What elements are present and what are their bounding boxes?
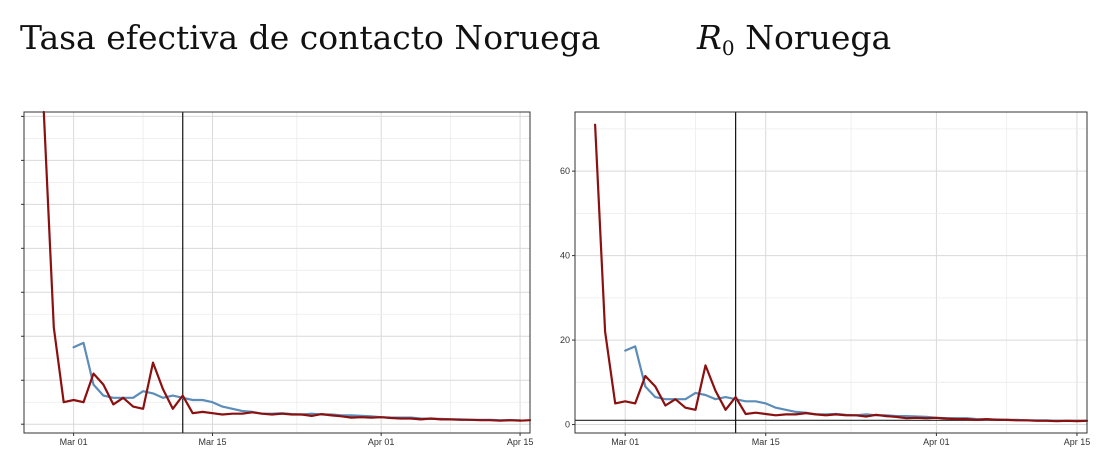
red-series-line-0 [42, 110, 532, 422]
x-tick-label-0-3: Apr 15 [507, 437, 534, 447]
y-tick-label-1-0: 0 [565, 420, 570, 430]
x-tick-label-0-0: Mar 01 [60, 437, 88, 447]
chart-title-right: R0 Noruega [697, 18, 891, 60]
x-tick-label-0-1: Mar 15 [199, 437, 227, 447]
chart-title-left: Tasa efectiva de contacto Noruega [20, 18, 601, 57]
plot-panel-0 [24, 112, 530, 433]
x-tick-label-1-1: Mar 15 [752, 437, 780, 447]
y-tick-label-1-3: 60 [560, 166, 570, 176]
x-tick-label-1-2: Apr 01 [923, 437, 950, 447]
r-symbol: R [697, 18, 722, 57]
panel-border-1 [574, 111, 1088, 434]
panel-border-0 [23, 111, 531, 434]
y-tick-label-1-1: 20 [560, 335, 570, 345]
chart-title-right-rest: Noruega [734, 18, 892, 57]
x-tick-label-0-2: Apr 01 [368, 437, 395, 447]
x-tick-label-1-0: Mar 01 [611, 437, 639, 447]
r-subscript: 0 [721, 36, 735, 60]
red-series-line-1 [593, 123, 1089, 423]
x-tick-label-1-3: Apr 15 [1064, 437, 1091, 447]
y-tick-label-1-2: 40 [560, 251, 570, 261]
plot-panel-1 [575, 112, 1087, 433]
